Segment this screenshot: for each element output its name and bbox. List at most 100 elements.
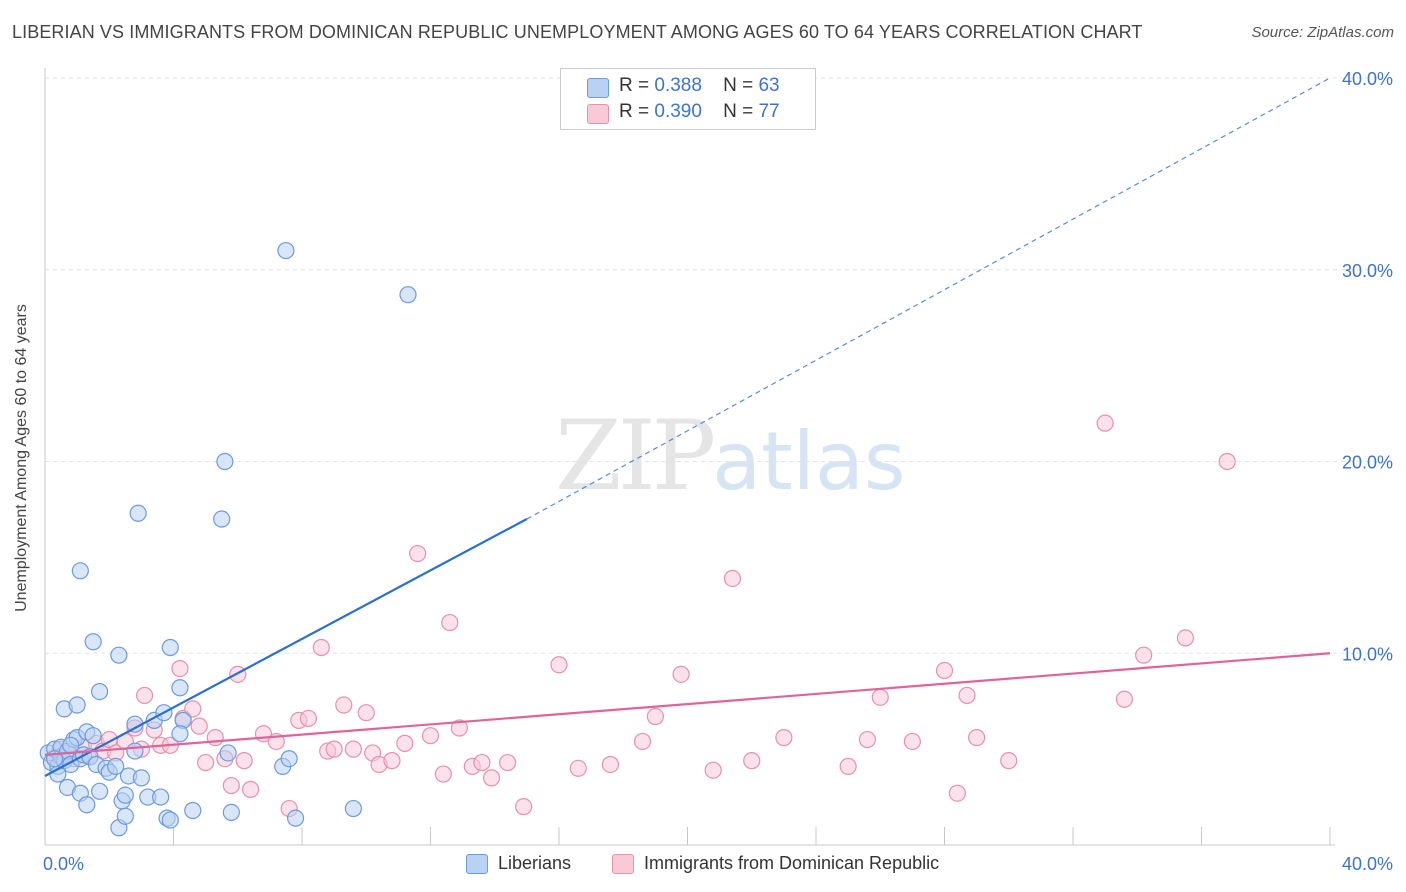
data-point-liberian [91, 782, 109, 800]
legend-text-liberians: R = 0.388 N = 63 [619, 75, 780, 97]
data-point-dominican [723, 569, 742, 588]
data-point-liberian [216, 452, 234, 471]
data-point-liberian [62, 736, 80, 754]
data-point-dominican [646, 707, 664, 726]
data-point-dominican [421, 727, 440, 745]
data-point-liberian [161, 811, 179, 829]
legend-label-liberians: Liberians [498, 853, 572, 873]
legend-r-value: 0.388 [654, 75, 702, 96]
data-point-dominican [299, 709, 318, 728]
data-point-dominican [935, 661, 954, 680]
data-point-liberian [171, 725, 189, 743]
data-point-dominican [499, 753, 517, 772]
data-point-liberian [132, 769, 150, 787]
legend-r-value: 0.390 [654, 101, 702, 122]
data-point-liberian [213, 510, 231, 528]
legend-n-value: 63 [758, 75, 780, 96]
y-tick-label: 20.0% [1342, 453, 1393, 473]
legend-r-label: R = [619, 75, 650, 96]
data-point-dominican [1096, 414, 1114, 432]
trendline-liberians-extension [526, 77, 1331, 520]
data-point-liberian [84, 633, 102, 651]
data-point-liberian [286, 809, 305, 827]
legend-n-value: 77 [758, 101, 780, 122]
data-point-dominican [325, 740, 343, 758]
data-point-dominican [1135, 646, 1153, 664]
data-point-liberian [110, 646, 128, 664]
data-point-liberian [84, 727, 102, 745]
data-point-dominican [515, 798, 533, 816]
data-point-dominican [383, 752, 401, 770]
data-point-dominican [473, 753, 491, 772]
data-point-dominican [357, 704, 375, 722]
data-point-dominican [396, 734, 414, 752]
data-point-dominican [601, 755, 620, 774]
data-point-dominican [775, 729, 793, 747]
data-point-dominican [1218, 452, 1236, 471]
data-point-dominican [858, 730, 877, 749]
data-point-dominican [409, 544, 427, 563]
chart-title: LIBERIAN VS IMMIGRANTS FROM DOMINICAN RE… [12, 22, 1143, 42]
data-point-dominican [633, 732, 652, 751]
data-point-dominican [704, 761, 722, 779]
data-point-liberian [126, 742, 144, 760]
data-point-liberian [68, 696, 86, 714]
data-point-dominican [839, 757, 857, 775]
legend-label-dominican: Immigrants from Dominican Republic [644, 853, 940, 873]
y-tick-label: 30.0% [1342, 261, 1393, 281]
data-point-liberian [222, 803, 240, 822]
data-point-dominican [434, 765, 452, 783]
data-point-dominican [235, 752, 253, 770]
source-label: Source: ZipAtlas.com [1251, 24, 1394, 41]
legend-swatch-blue [466, 854, 488, 874]
legend-swatch-pink [587, 104, 609, 124]
data-point-dominican [1115, 690, 1134, 708]
data-point-liberian [71, 562, 89, 580]
series-legend: Liberians Immigrants from Dominican Repu… [0, 852, 1406, 878]
data-point-liberian [129, 504, 147, 522]
data-point-dominican [190, 717, 208, 735]
data-point-liberian [78, 796, 96, 814]
data-point-liberian [91, 682, 109, 701]
data-point-liberian [116, 807, 134, 825]
y-tick-label: 40.0% [1342, 69, 1393, 89]
data-point-dominican [344, 740, 362, 758]
data-point-liberian [399, 286, 417, 304]
data-point-liberian [280, 750, 298, 768]
data-point-liberian [277, 241, 295, 260]
y-axis-label: Unemployment Among Ages 60 to 64 years [13, 304, 30, 612]
data-point-dominican [222, 776, 240, 795]
data-point-liberian [152, 788, 170, 806]
data-point-dominican [482, 769, 501, 787]
data-point-dominican [135, 686, 154, 705]
data-point-dominican [550, 656, 568, 674]
legend-text-dominican: R = 0.390 N = 77 [619, 101, 780, 123]
data-point-dominican [335, 696, 353, 714]
legend-n-label: N = [723, 101, 754, 122]
data-point-dominican [871, 688, 889, 706]
data-point-dominican [958, 686, 976, 705]
trendline-liberians [44, 518, 528, 777]
data-point-dominican [903, 732, 921, 751]
data-point-liberian [107, 757, 125, 775]
y-tick-label: 10.0% [1342, 644, 1393, 664]
data-point-dominican [441, 613, 459, 632]
watermark: ZIPatlas [555, 400, 906, 512]
data-point-dominican [197, 753, 215, 772]
legend-n-label: N = [723, 75, 754, 96]
watermark-zip: ZIP [555, 400, 716, 512]
data-point-dominican [968, 729, 986, 747]
data-point-liberian [219, 744, 237, 762]
data-point-dominican [184, 700, 202, 718]
data-point-dominican [569, 759, 587, 777]
data-point-dominican [312, 638, 330, 657]
x-tick-label: 0.0% [43, 854, 84, 874]
x-tick-label: 40.0% [1342, 854, 1393, 874]
data-point-liberian [171, 679, 189, 697]
data-point-dominican [1000, 752, 1018, 770]
data-point-dominican [672, 665, 690, 683]
legend-swatch-pink [612, 854, 634, 874]
data-point-liberian [161, 638, 179, 657]
data-point-dominican [1176, 629, 1195, 647]
